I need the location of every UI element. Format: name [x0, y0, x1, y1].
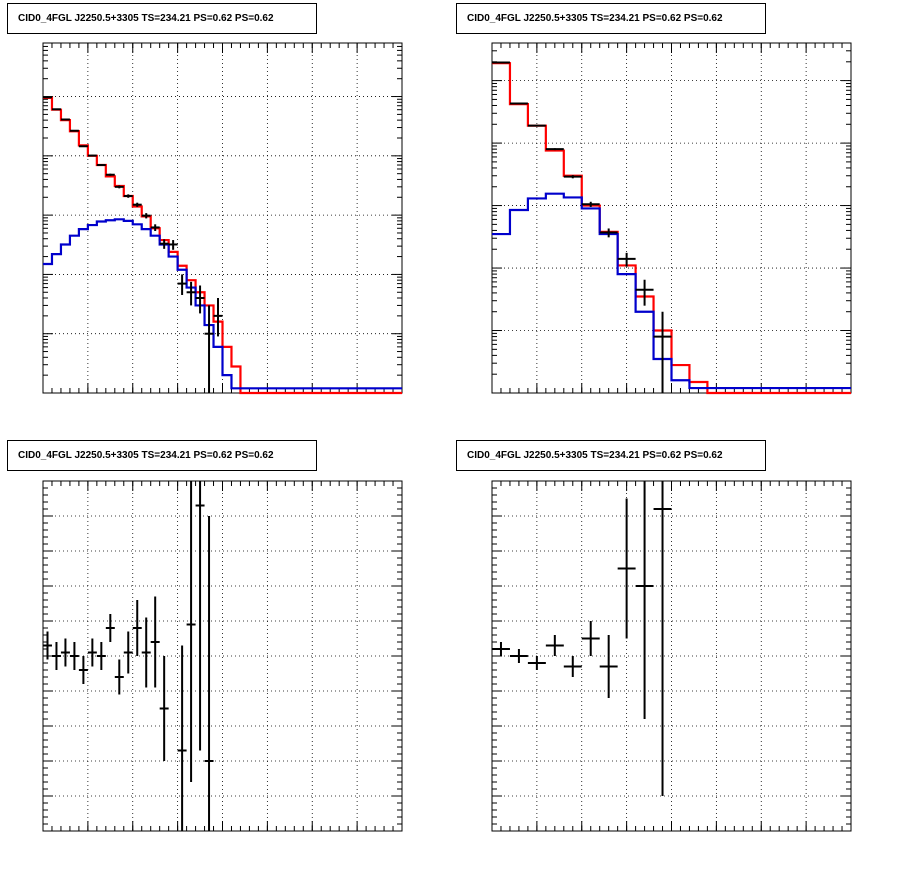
series-source-model-line — [43, 218, 402, 390]
data-point — [78, 145, 88, 148]
data-point — [509, 649, 528, 663]
data-point — [69, 642, 79, 670]
data-point — [545, 148, 564, 151]
plot-frame — [42, 480, 403, 832]
panel-counts-coarse — [491, 42, 852, 395]
data-point — [132, 202, 142, 207]
data-point — [177, 645, 187, 831]
data-point — [527, 124, 546, 127]
data-point — [617, 498, 636, 639]
data-point — [96, 642, 106, 670]
data-point — [635, 481, 654, 719]
data-point — [581, 621, 600, 656]
data-point — [43, 96, 52, 99]
data-point — [563, 175, 582, 179]
data-point — [123, 631, 133, 674]
plot-frame — [42, 42, 403, 394]
data-point — [132, 600, 142, 656]
data-point — [114, 659, 124, 695]
panel-title-residuals-coarse: CID0_4FGL J2250.5+3305 TS=234.21 PS=0.62… — [456, 440, 766, 471]
data-point — [123, 194, 133, 198]
data-point — [599, 635, 618, 698]
data-point — [105, 173, 115, 176]
panel-residuals-full — [42, 480, 403, 832]
data-point — [78, 656, 88, 684]
data-point — [60, 118, 70, 121]
data-point — [563, 656, 582, 677]
data-point — [87, 638, 97, 667]
data-point — [509, 102, 528, 105]
panel-title-counts-coarse: CID0_4FGL J2250.5+3305 TS=234.21 PS=0.62… — [456, 3, 766, 34]
data-point — [617, 252, 636, 267]
data-point — [492, 642, 510, 656]
data-point — [51, 642, 61, 670]
data-point — [51, 108, 61, 111]
data-point — [60, 638, 70, 667]
panel-title-residuals-full: CID0_4FGL J2250.5+3305 TS=234.21 PS=0.62… — [7, 440, 317, 471]
data-point — [635, 279, 654, 306]
data-point — [195, 481, 205, 751]
data-point — [43, 631, 52, 660]
data-point — [150, 224, 160, 231]
series-total-model-line — [492, 62, 851, 395]
data-point — [204, 516, 214, 831]
data-point — [105, 614, 115, 642]
data-point — [186, 481, 196, 782]
data-point — [177, 274, 187, 295]
data-point — [581, 201, 600, 207]
data-point — [69, 129, 79, 132]
panel-title-counts-full: CID0_4FGL J2250.5+3305 TS=234.21 PS=0.62… — [7, 3, 317, 34]
panel-counts-full — [42, 42, 403, 395]
plot-frame — [491, 480, 852, 832]
data-point — [186, 281, 196, 306]
data-point — [545, 635, 564, 656]
data-point — [159, 239, 169, 249]
plot-frame — [491, 42, 852, 394]
data-point — [168, 240, 178, 250]
data-point — [204, 305, 214, 393]
data-point — [150, 596, 160, 688]
data-point — [599, 228, 618, 238]
data-point — [527, 656, 546, 670]
panel-residuals-coarse — [491, 480, 852, 832]
data-point — [114, 185, 124, 189]
data-point — [653, 311, 672, 393]
data-point — [87, 154, 97, 157]
data-point — [195, 285, 205, 314]
data-point — [213, 298, 223, 337]
series-source-model-line — [492, 192, 851, 390]
data-point — [141, 617, 151, 688]
data-point — [141, 213, 151, 219]
data-point — [653, 481, 672, 796]
data-point — [159, 656, 169, 761]
data-point — [96, 164, 106, 167]
